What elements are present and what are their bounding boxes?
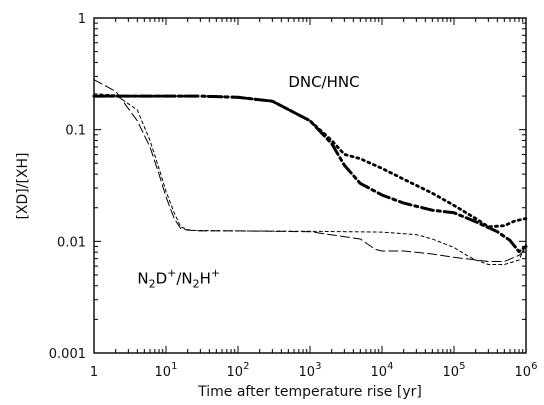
x-tick-label: 104 — [371, 361, 394, 380]
x-tick-label: 103 — [299, 361, 322, 380]
x-axis-title: Time after temperature rise [yr] — [197, 384, 422, 400]
x-tick-label: 1 — [90, 365, 98, 380]
series-dotted-bold — [92, 94, 528, 229]
y-tick-label: 1 — [78, 12, 86, 27]
y-tick-label: 0.001 — [49, 347, 86, 362]
annotation-dnc-hnc: DNC/HNC — [288, 73, 359, 91]
x-tick-label: 101 — [155, 361, 178, 380]
y-axis-title: [XD]/[XH] — [15, 152, 31, 219]
x-tick-label: 102 — [227, 361, 250, 380]
series-longdash-thin — [93, 79, 527, 262]
series-layer — [92, 79, 528, 265]
y-tick-label: 0.1 — [65, 124, 86, 139]
x-tick-label: 105 — [443, 361, 466, 380]
plot-frame — [93, 17, 527, 354]
tick-labels: 1 101 102 103 104 105 106 0.001 0.01 0.1 1 — [49, 12, 538, 380]
axis-ticks — [93, 18, 526, 354]
x-tick-label: 106 — [515, 361, 538, 380]
series-shortdash-thin — [93, 93, 527, 265]
y-tick-label: 0.01 — [57, 235, 86, 250]
annotation-n2d-n2h: N2D+/N2H+ — [137, 266, 220, 290]
